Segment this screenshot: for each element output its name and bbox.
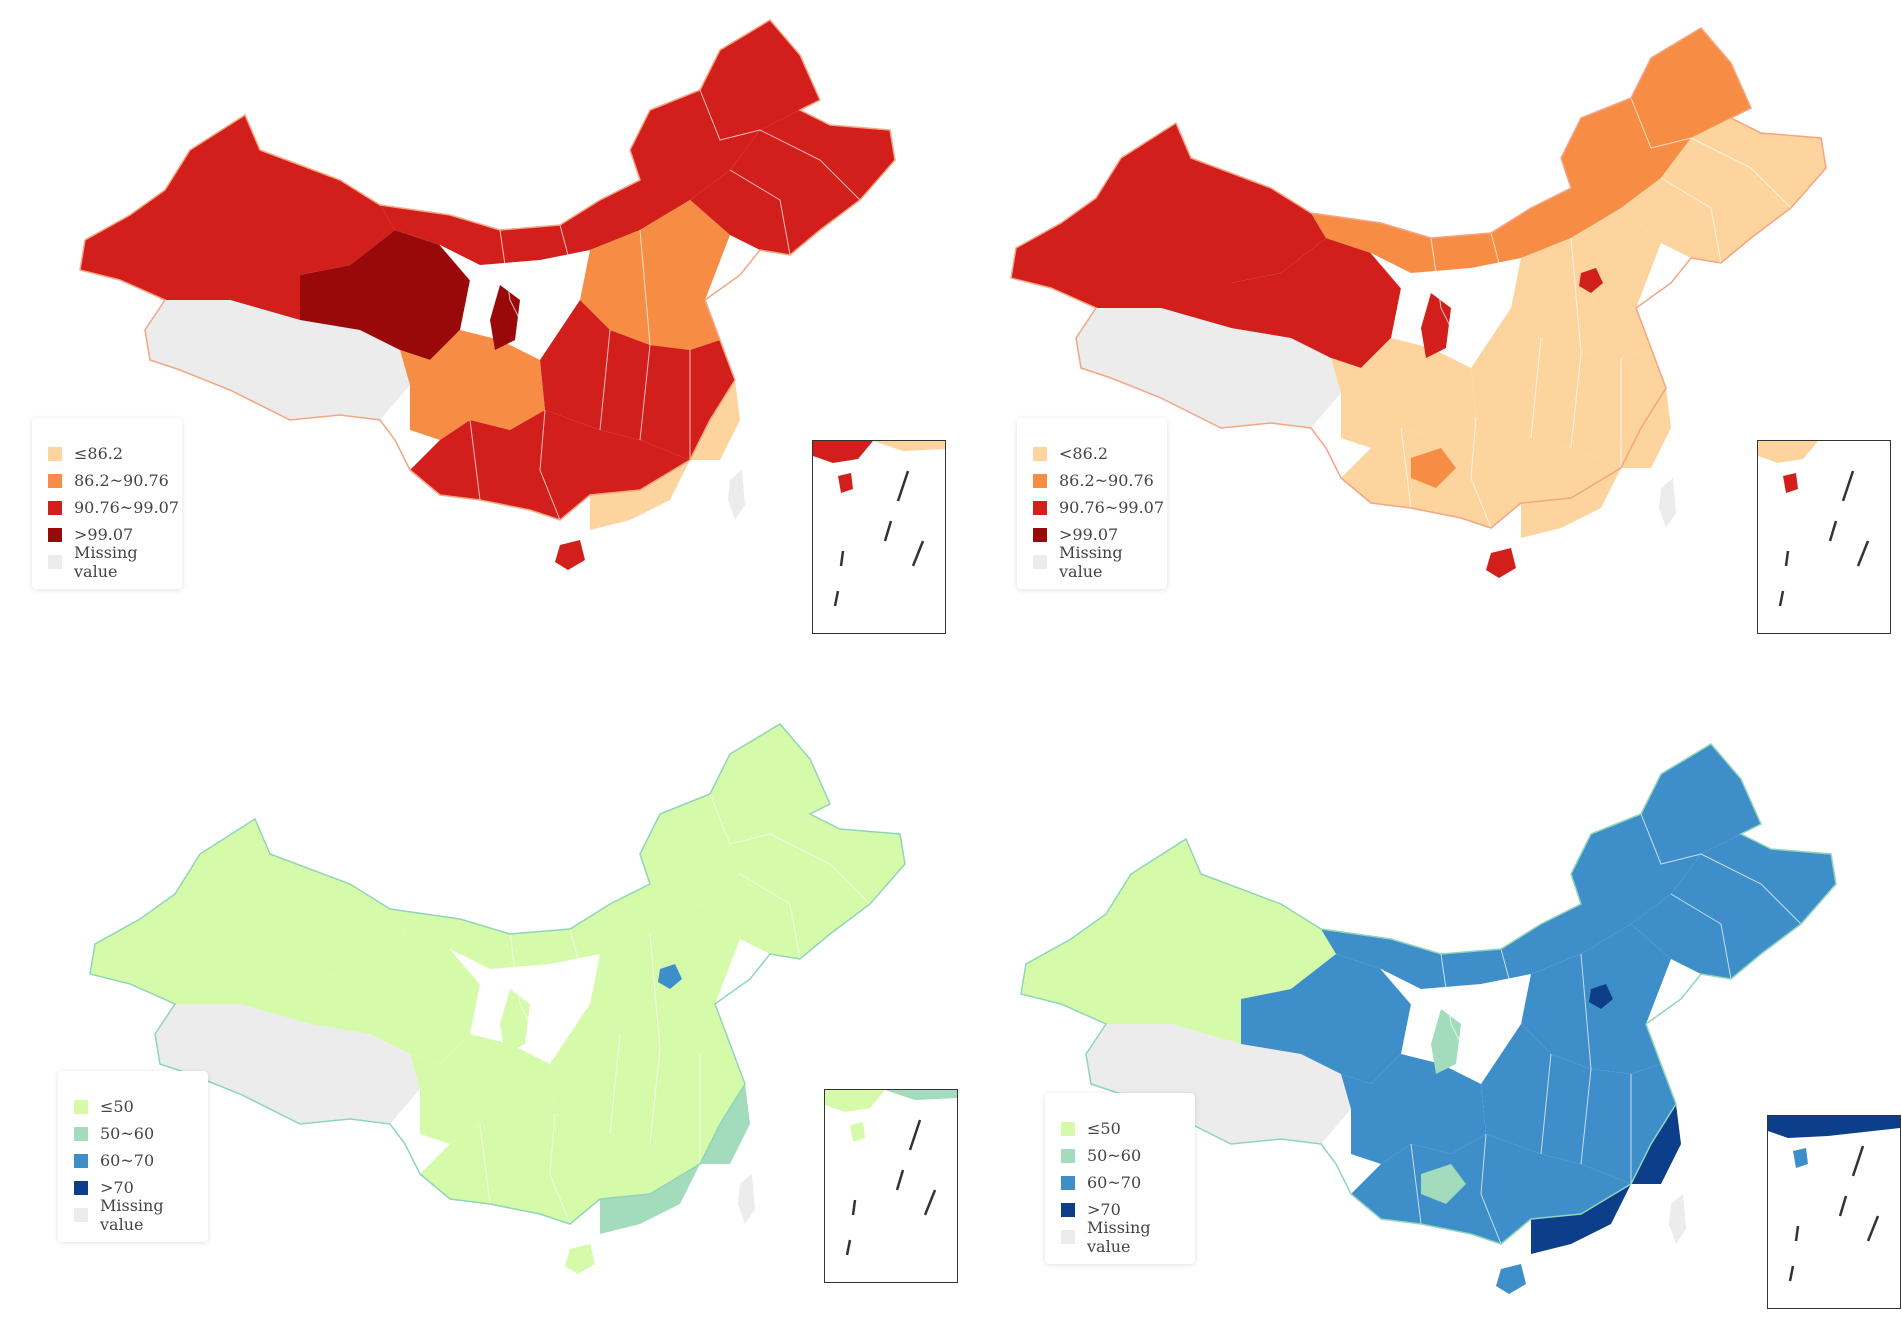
legend-item: 86.2~90.76	[48, 467, 169, 494]
region-ningxia	[490, 285, 520, 350]
legend-item: ≤86.2	[48, 440, 164, 467]
legend-swatch	[1033, 473, 1047, 488]
region-taiwan	[1659, 478, 1676, 528]
region-taiwan	[1669, 1194, 1686, 1244]
legend-swatch	[1061, 1229, 1075, 1244]
legend-swatch	[74, 1153, 88, 1168]
map-panel-3: ≤50 50~60 60~70 >70 Missing value	[0, 659, 958, 1317]
legend-item: 86.2~90.76	[1033, 467, 1154, 494]
legend-swatch	[48, 446, 62, 461]
map-legend-1: ≤86.2 86.2~90.76 90.76~99.07 >99.07 Miss…	[32, 418, 182, 589]
legend-item: Missing value	[1061, 1218, 1177, 1256]
map-legend-3: ≤50 50~60 60~70 >70 Missing value	[58, 1071, 208, 1242]
legend-swatch	[74, 1126, 88, 1141]
map-panel-2: <86.2 86.2~90.76 90.76~99.07 >99.07 Miss…	[951, 0, 1902, 658]
region-taiwan	[728, 470, 745, 520]
legend-swatch	[1061, 1175, 1075, 1190]
legend-swatch	[1061, 1121, 1075, 1136]
region-hainan	[555, 540, 585, 570]
region-ningxia	[500, 989, 530, 1054]
legend-item: >70	[1061, 1196, 1177, 1223]
legend-item: <86.2	[1033, 440, 1149, 467]
region-hainan	[1486, 548, 1516, 578]
legend-item: 50~60	[74, 1120, 190, 1147]
map-panel-1: ≤86.2 86.2~90.76 90.76~99.07 >99.07 Miss…	[0, 0, 951, 658]
south-china-sea-inset	[1767, 1115, 1901, 1309]
region-ningxia	[1431, 1009, 1461, 1074]
map-panel-4: ≤50 50~60 60~70 >70 Missing value	[951, 659, 1902, 1317]
region-taiwan	[738, 1174, 755, 1224]
legend-item: ≤50	[74, 1093, 190, 1120]
region-hainan	[1496, 1264, 1526, 1294]
legend-item: 60~70	[1061, 1169, 1177, 1196]
map-legend-2: <86.2 86.2~90.76 90.76~99.07 >99.07 Miss…	[1017, 418, 1167, 589]
legend-item: 60~70	[74, 1147, 190, 1174]
legend-swatch	[1033, 500, 1047, 515]
legend-swatch	[74, 1207, 88, 1222]
region-hainan	[565, 1244, 595, 1274]
legend-item: Missing value	[48, 543, 164, 581]
legend-swatch	[1061, 1202, 1075, 1217]
legend-item: ≤50	[1061, 1115, 1177, 1142]
legend-swatch	[48, 527, 62, 542]
legend-item: 90.76~99.07	[1033, 494, 1164, 521]
legend-swatch	[74, 1099, 88, 1114]
legend-item: 90.76~99.07	[48, 494, 179, 521]
legend-item: Missing value	[74, 1196, 190, 1234]
legend-swatch	[48, 554, 62, 569]
legend-swatch	[74, 1180, 88, 1195]
legend-swatch	[1033, 446, 1047, 461]
legend-item: >99.07	[48, 521, 164, 548]
legend-item: >70	[74, 1174, 190, 1201]
region-ningxia	[1421, 293, 1451, 358]
map-regions	[79, 19, 896, 570]
legend-item: Missing value	[1033, 543, 1149, 581]
map-regions	[89, 723, 906, 1274]
south-china-sea-inset	[812, 440, 946, 634]
legend-swatch	[1061, 1148, 1075, 1163]
legend-item: 50~60	[1061, 1142, 1177, 1169]
legend-item: >99.07	[1033, 521, 1149, 548]
map-legend-4: ≤50 50~60 60~70 >70 Missing value	[1045, 1093, 1195, 1264]
legend-swatch	[48, 473, 62, 488]
south-china-sea-inset	[824, 1089, 958, 1283]
legend-swatch	[1033, 554, 1047, 569]
legend-swatch	[1033, 527, 1047, 542]
south-china-sea-inset	[1757, 440, 1891, 634]
legend-swatch	[48, 500, 62, 515]
